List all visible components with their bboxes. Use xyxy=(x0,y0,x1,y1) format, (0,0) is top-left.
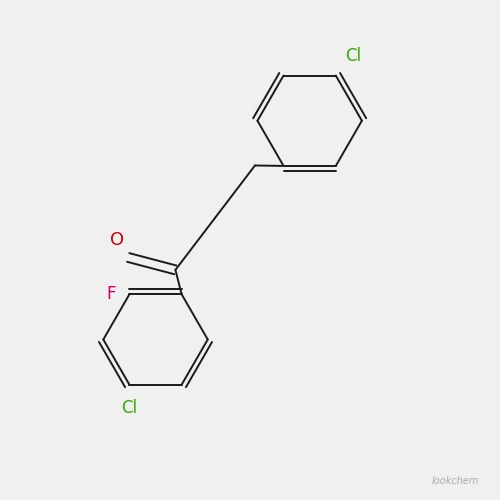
Text: O: O xyxy=(110,230,124,248)
Text: F: F xyxy=(106,286,116,304)
Text: Cl: Cl xyxy=(344,46,361,64)
Text: lookchem: lookchem xyxy=(432,476,478,486)
Text: Cl: Cl xyxy=(122,398,138,416)
